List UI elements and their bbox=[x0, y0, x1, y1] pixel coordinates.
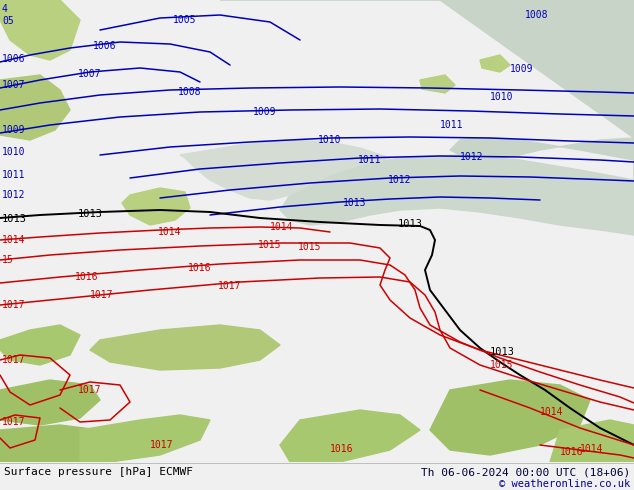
Polygon shape bbox=[180, 140, 390, 200]
Text: 1012: 1012 bbox=[388, 175, 411, 185]
Text: 15: 15 bbox=[2, 255, 14, 265]
Text: 1009: 1009 bbox=[510, 64, 533, 74]
Text: 05: 05 bbox=[2, 16, 14, 26]
Text: 1017: 1017 bbox=[218, 281, 242, 291]
Text: 1013: 1013 bbox=[490, 347, 515, 357]
Polygon shape bbox=[122, 188, 190, 225]
Text: 1014: 1014 bbox=[158, 227, 182, 237]
Text: 1016: 1016 bbox=[560, 447, 583, 457]
Text: 1017: 1017 bbox=[2, 355, 25, 365]
Text: 1013: 1013 bbox=[2, 214, 27, 224]
Polygon shape bbox=[430, 380, 590, 455]
Text: 1016: 1016 bbox=[75, 272, 98, 282]
Polygon shape bbox=[420, 75, 455, 93]
Text: 1015: 1015 bbox=[258, 240, 281, 250]
Text: 1017: 1017 bbox=[150, 440, 174, 450]
Text: 1005: 1005 bbox=[173, 15, 197, 25]
Polygon shape bbox=[0, 0, 80, 60]
Polygon shape bbox=[440, 0, 634, 160]
Text: 1014: 1014 bbox=[2, 235, 25, 245]
Text: 1017: 1017 bbox=[2, 300, 25, 310]
Text: 1012: 1012 bbox=[2, 190, 25, 200]
Text: 1012: 1012 bbox=[460, 152, 484, 162]
Text: Th 06-06-2024 00:00 UTC (18+06): Th 06-06-2024 00:00 UTC (18+06) bbox=[421, 467, 630, 477]
Text: 1007: 1007 bbox=[2, 80, 25, 90]
Polygon shape bbox=[220, 0, 634, 235]
Text: 1011: 1011 bbox=[358, 155, 382, 165]
Text: 1017: 1017 bbox=[2, 417, 25, 427]
Polygon shape bbox=[0, 75, 70, 140]
Text: 1009: 1009 bbox=[2, 125, 25, 135]
Text: 1007: 1007 bbox=[78, 69, 101, 79]
Text: 1010: 1010 bbox=[2, 147, 25, 157]
Polygon shape bbox=[0, 425, 120, 462]
Text: 1008: 1008 bbox=[178, 87, 202, 97]
Text: 1017: 1017 bbox=[90, 290, 113, 300]
Text: 1017: 1017 bbox=[78, 385, 101, 395]
Text: 1008: 1008 bbox=[525, 10, 548, 20]
Text: 1006: 1006 bbox=[2, 54, 25, 64]
Text: 1011: 1011 bbox=[440, 120, 463, 130]
Polygon shape bbox=[280, 410, 420, 462]
Polygon shape bbox=[0, 325, 80, 365]
Polygon shape bbox=[480, 55, 510, 72]
Text: 1010: 1010 bbox=[490, 92, 514, 102]
Text: 1016: 1016 bbox=[188, 263, 212, 273]
Text: 1016: 1016 bbox=[330, 444, 354, 454]
Text: © weatheronline.co.uk: © weatheronline.co.uk bbox=[499, 479, 630, 489]
Text: 1014: 1014 bbox=[270, 222, 294, 232]
Text: 1015: 1015 bbox=[298, 242, 321, 252]
Polygon shape bbox=[80, 415, 210, 462]
Text: 1011: 1011 bbox=[2, 170, 25, 180]
Text: Surface pressure [hPa] ECMWF: Surface pressure [hPa] ECMWF bbox=[4, 467, 193, 477]
Text: 1014: 1014 bbox=[540, 407, 564, 417]
Text: 1010: 1010 bbox=[318, 135, 342, 145]
Polygon shape bbox=[0, 380, 100, 425]
Polygon shape bbox=[90, 325, 280, 370]
Text: 1015: 1015 bbox=[490, 360, 514, 370]
Text: 1014: 1014 bbox=[580, 444, 604, 454]
Polygon shape bbox=[550, 420, 634, 462]
Text: 1013: 1013 bbox=[343, 198, 366, 208]
Text: 1006: 1006 bbox=[93, 41, 117, 51]
Text: 1013: 1013 bbox=[77, 209, 103, 219]
Text: 1013: 1013 bbox=[398, 219, 423, 229]
Text: 4: 4 bbox=[2, 4, 8, 14]
Text: 1009: 1009 bbox=[253, 107, 277, 117]
